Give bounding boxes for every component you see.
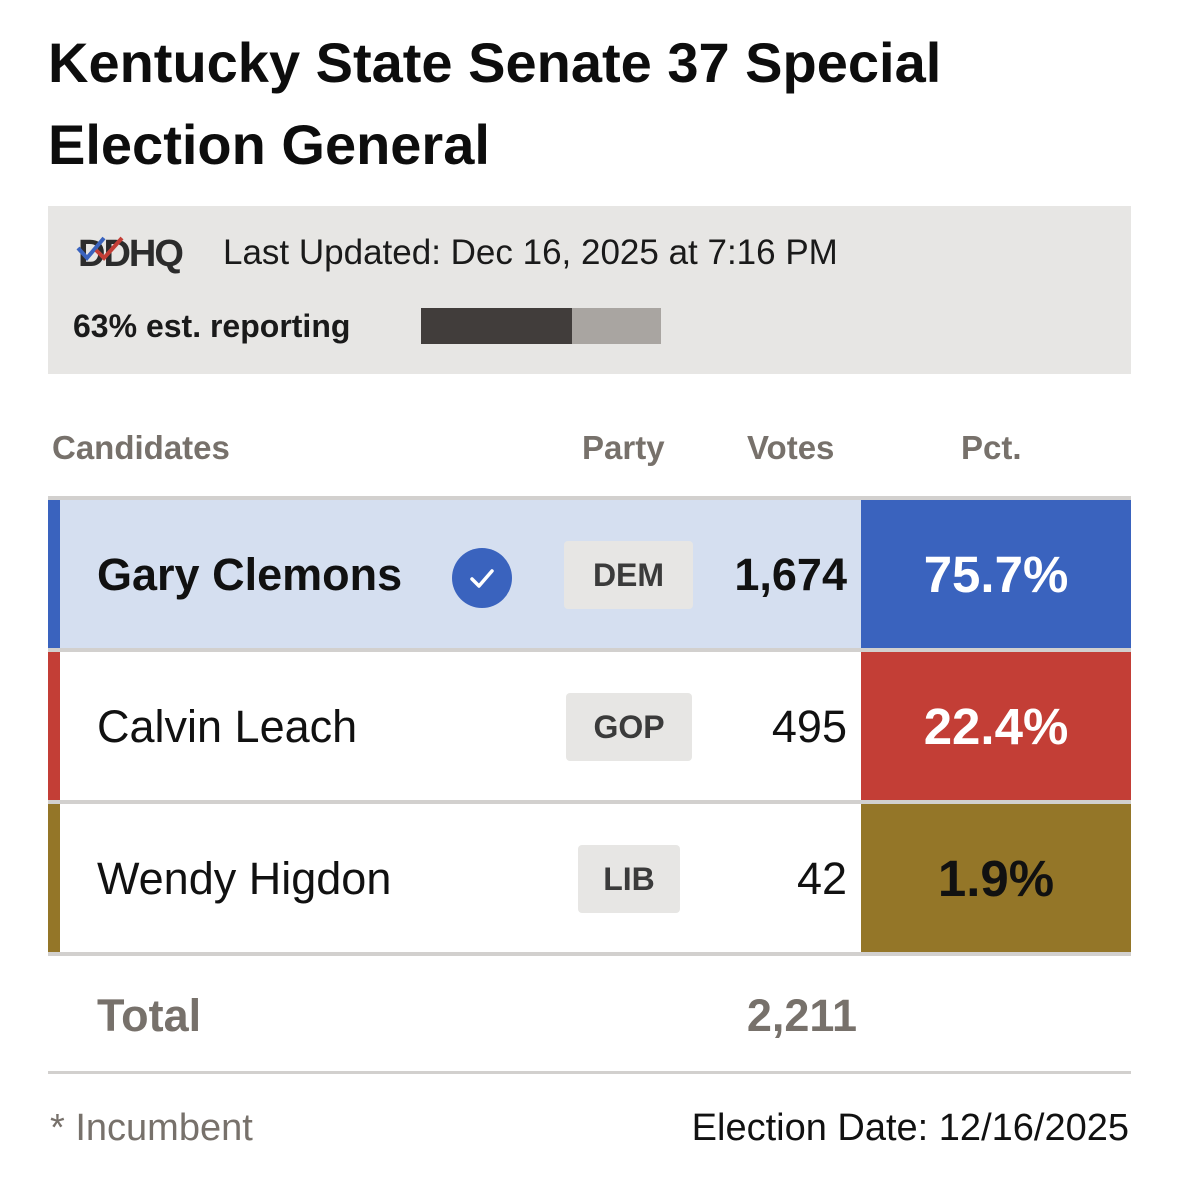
footer-divider — [48, 1071, 1131, 1074]
page-title: Kentucky State Senate 37 Special Electio… — [48, 31, 942, 176]
table-divider — [48, 496, 1131, 500]
party-badge: DEM — [564, 541, 693, 609]
check-circle-icon — [452, 548, 512, 608]
reporting-label: 63% est. reporting — [73, 308, 351, 344]
results-table: Gary Clemons DEM 1,674 75.7% Calvin Leac… — [48, 496, 1131, 956]
incumbent-note: * Incumbent — [50, 1107, 253, 1149]
party-color-accent — [48, 804, 60, 952]
column-header-votes: Votes — [747, 429, 835, 466]
vote-count: 42 — [796, 853, 847, 904]
party-color-accent — [48, 652, 60, 800]
candidate-name: Calvin Leach — [97, 701, 358, 752]
party-badge: LIB — [578, 845, 680, 913]
vote-percentage: 75.7% — [861, 500, 1131, 648]
reporting-progress-fill — [421, 308, 573, 344]
party-color-accent — [48, 500, 60, 648]
vote-count: 495 — [771, 701, 847, 752]
total-votes: 2,211 — [746, 990, 857, 1041]
status-panel: DDHQ Last Updated: Dec 16, 2025 at 7:16 … — [48, 206, 1131, 374]
reporting-progress-bar — [421, 308, 661, 344]
candidate-name: Gary Clemons — [97, 549, 403, 600]
candidate-row[interactable]: Calvin Leach GOP 495 22.4% — [48, 652, 1131, 804]
total-label: Total — [97, 990, 202, 1041]
candidate-name: Wendy Higdon — [97, 853, 392, 904]
ddhq-logo: DDHQ — [76, 232, 184, 276]
column-header-pct: Pct. — [961, 429, 1022, 466]
column-header-candidates: Candidates — [52, 429, 230, 466]
double-check-icon — [76, 236, 124, 262]
vote-percentage: 22.4% — [861, 652, 1131, 800]
candidate-row[interactable]: Gary Clemons DEM 1,674 75.7% — [48, 500, 1131, 652]
vote-percentage: 1.9% — [861, 804, 1131, 952]
party-badge: GOP — [566, 693, 692, 761]
column-header-party: Party — [582, 429, 665, 466]
logo-text: DDHQ — [78, 232, 184, 275]
election-date: Election Date: 12/16/2025 — [691, 1107, 1129, 1149]
last-updated-text: Last Updated: Dec 16, 2025 at 7:16 PM — [223, 233, 838, 272]
candidate-row[interactable]: Wendy Higdon LIB 42 1.9% — [48, 804, 1131, 956]
vote-count: 1,674 — [734, 549, 847, 600]
